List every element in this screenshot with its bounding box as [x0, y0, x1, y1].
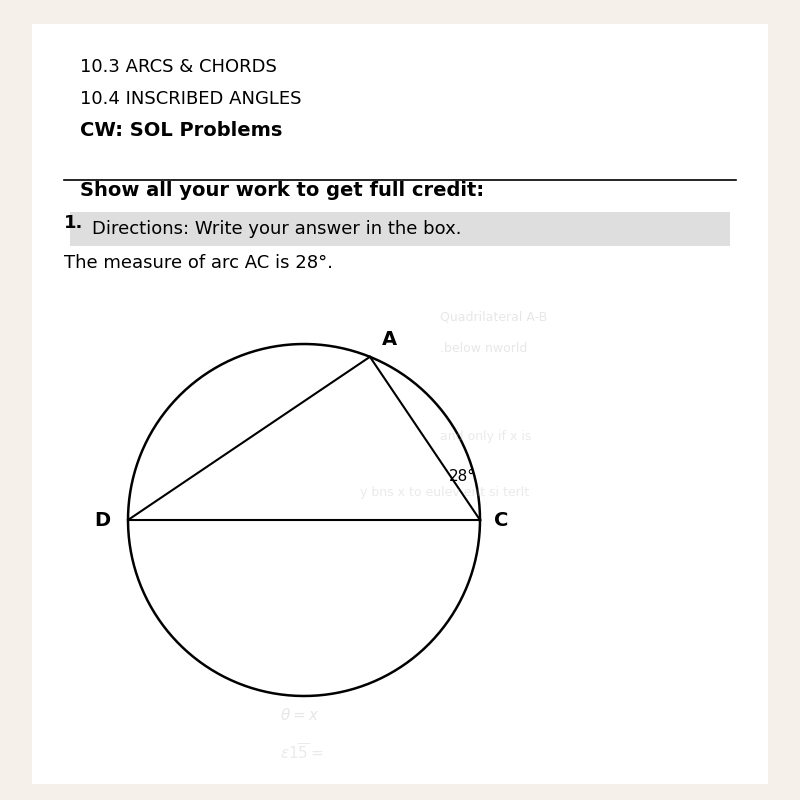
- FancyBboxPatch shape: [70, 212, 730, 246]
- Text: 28°: 28°: [449, 469, 476, 484]
- Text: 10.4 INSCRIBED ANGLES: 10.4 INSCRIBED ANGLES: [80, 90, 302, 108]
- Text: 1.: 1.: [64, 214, 83, 232]
- Text: $\theta = x$: $\theta = x$: [280, 707, 319, 723]
- Text: The measure of arc AC is 28°.: The measure of arc AC is 28°.: [64, 254, 333, 272]
- Text: y bns x to eulev erit si terlt: y bns x to eulev erit si terlt: [360, 486, 529, 499]
- Text: 10.3 ARCS & CHORDS: 10.3 ARCS & CHORDS: [80, 58, 277, 76]
- Text: Directions: Write your answer in the box.: Directions: Write your answer in the box…: [92, 219, 462, 238]
- Text: Show all your work to get full credit:: Show all your work to get full credit:: [80, 181, 484, 200]
- Text: C: C: [494, 510, 509, 530]
- Text: $\epsilon1\overline{5}=$: $\epsilon1\overline{5}=$: [280, 743, 324, 763]
- Text: and only if x is: and only if x is: [440, 430, 531, 443]
- Text: .below nworld: .below nworld: [440, 342, 527, 355]
- Text: CW: SOL Problems: CW: SOL Problems: [80, 121, 282, 140]
- Text: D: D: [94, 510, 110, 530]
- Text: Quadrilateral A-B: Quadrilateral A-B: [440, 310, 547, 323]
- Text: A: A: [382, 330, 397, 349]
